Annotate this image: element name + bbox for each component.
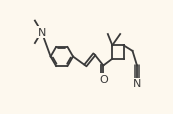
Text: N: N [133,79,141,89]
Text: N: N [37,28,46,38]
Text: O: O [99,74,108,84]
